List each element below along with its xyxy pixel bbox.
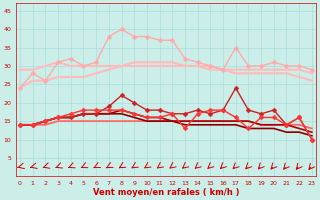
- X-axis label: Vent moyen/en rafales ( km/h ): Vent moyen/en rafales ( km/h ): [93, 188, 239, 197]
